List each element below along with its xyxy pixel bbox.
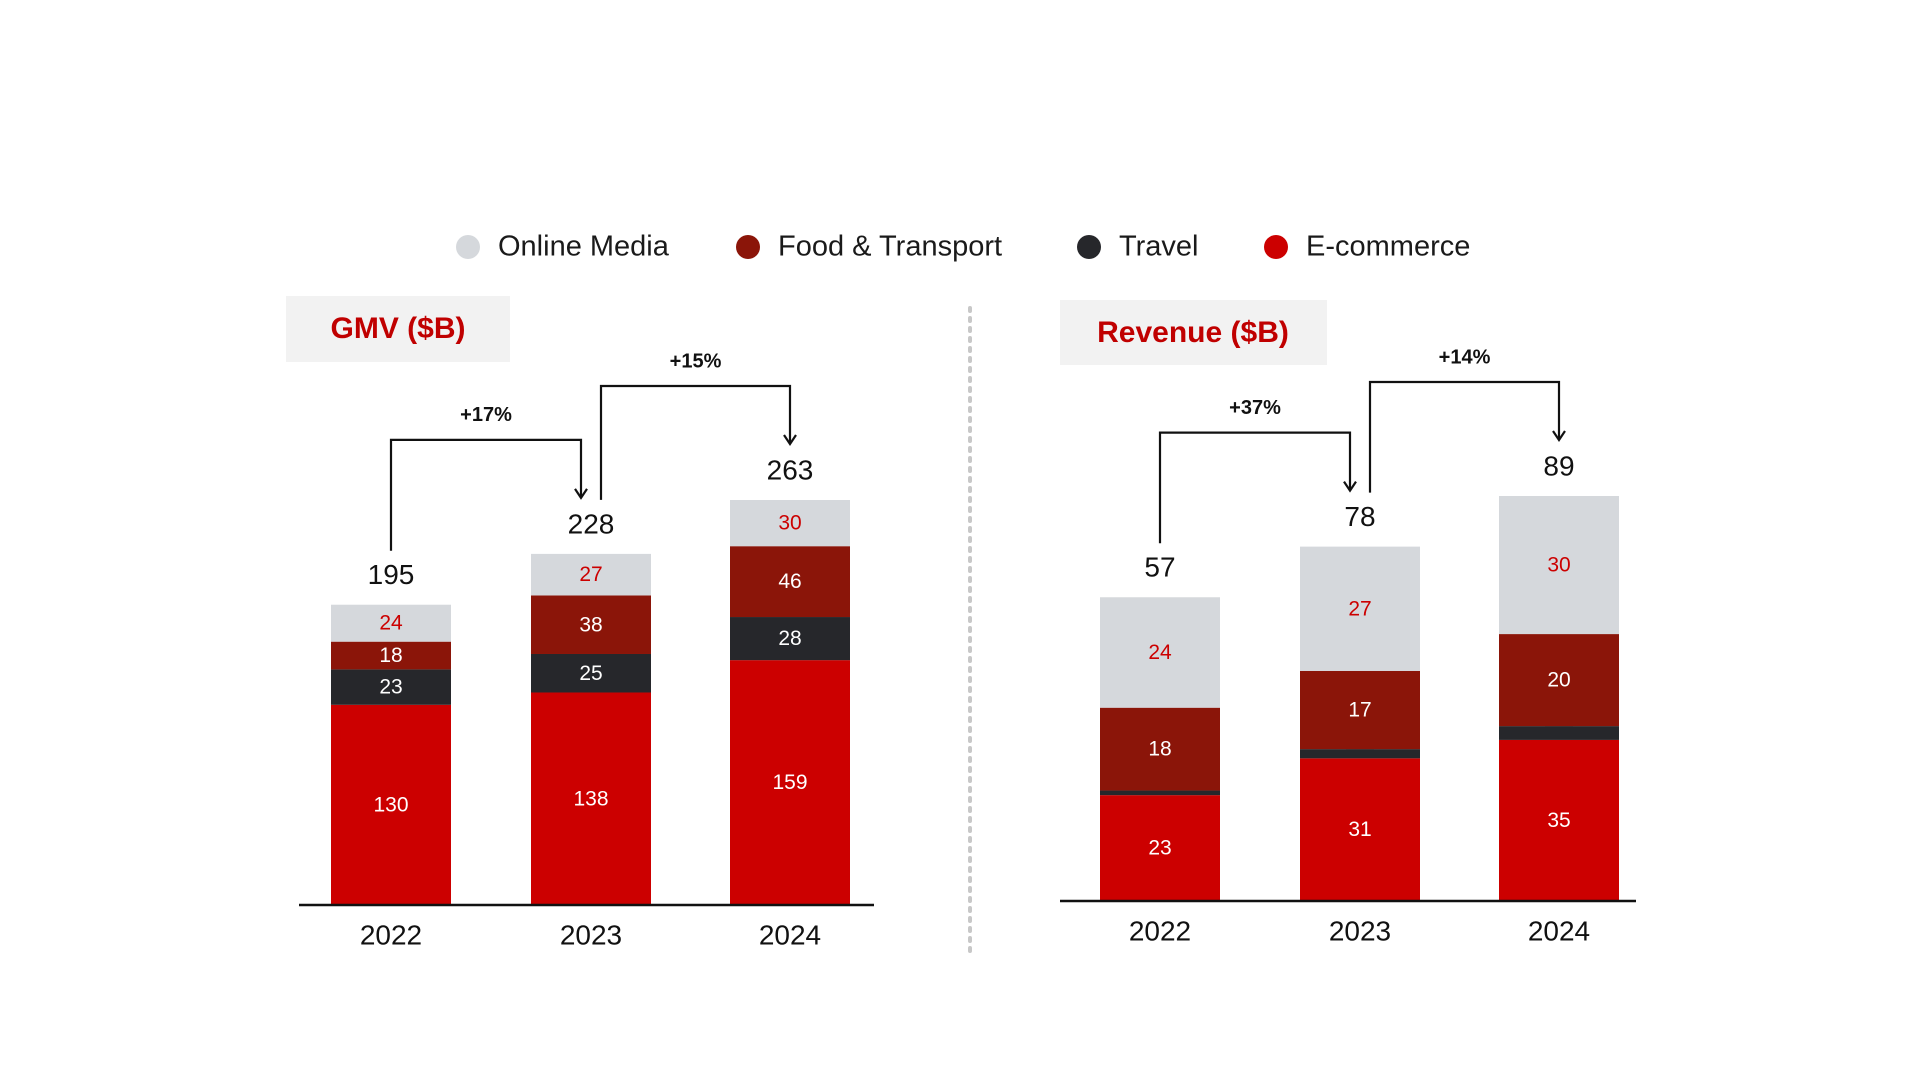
growth-arrowhead (783, 434, 797, 446)
chart-title: Revenue ($B) (1097, 316, 1289, 349)
segment-label: 23 (1148, 837, 1171, 860)
bar-segment (730, 660, 850, 905)
segment-label: 31 (1348, 818, 1371, 841)
x-tick-label: 2024 (759, 919, 821, 950)
growth-label: +15% (670, 350, 722, 372)
bar-segment (1100, 795, 1220, 901)
legend-label: Online Media (498, 231, 670, 263)
x-tick-label: 2024 (1528, 915, 1590, 946)
segment-label: 23 (379, 676, 402, 699)
bar-segment (531, 653, 651, 693)
segment-label: 35 (1547, 809, 1570, 832)
growth-bracket (599, 384, 792, 500)
segment-label: 138 (573, 787, 608, 810)
bar-segment (1300, 546, 1420, 671)
segment-label: 130 (373, 793, 408, 816)
growth-label: +37% (1229, 397, 1281, 419)
bar-segment (1300, 749, 1420, 759)
segment-label: 18 (379, 644, 402, 667)
growth-bracket (1158, 431, 1352, 544)
segment-label: 28 (778, 627, 801, 650)
title-box (1060, 300, 1327, 365)
bar-segment (730, 546, 850, 618)
bar-segment (331, 604, 451, 642)
bar-segment (1499, 739, 1619, 901)
segment-label: 20 (1547, 669, 1570, 692)
bar-segment (531, 553, 651, 596)
growth-bracket (1368, 380, 1561, 493)
total-label: 195 (368, 559, 415, 590)
x-tick-label: 2023 (1329, 915, 1391, 946)
x-tick-label: 2023 (560, 919, 622, 950)
legend-label: E-commerce (1306, 231, 1470, 263)
x-tick-label: 2022 (1129, 915, 1191, 946)
growth-arrowhead (1343, 481, 1357, 493)
bar-segment (730, 617, 850, 661)
segment-label: 46 (778, 570, 801, 593)
legend-marker (1077, 235, 1101, 259)
bar-segment (730, 500, 850, 547)
legend-marker (456, 235, 480, 259)
segment-label: 27 (579, 563, 602, 586)
growth-bracket (389, 438, 583, 551)
segment-label: 30 (1547, 554, 1570, 577)
bar-segment (1300, 670, 1420, 750)
bar-segment (1100, 597, 1220, 708)
growth-label: +17% (460, 404, 512, 426)
bar-segment (331, 704, 451, 905)
legend-label: Travel (1119, 231, 1199, 263)
bar-segment (531, 595, 651, 654)
segment-label: 24 (379, 612, 403, 635)
total-label: 263 (767, 454, 814, 485)
bar-segment (1499, 726, 1619, 740)
legend-marker (736, 235, 760, 259)
bar-segment (1300, 758, 1420, 901)
bar-segment (1100, 707, 1220, 791)
bar-segment (331, 641, 451, 670)
bar-segment (531, 692, 651, 905)
total-label: 57 (1144, 552, 1175, 583)
legend-marker (1264, 235, 1288, 259)
segment-label: 30 (778, 512, 801, 535)
segment-label: 18 (1148, 738, 1171, 761)
total-label: 228 (568, 508, 615, 539)
segment-label: 25 (579, 662, 602, 685)
segment-label: 17 (1348, 699, 1371, 722)
segment-label: 27 (1348, 597, 1371, 620)
bar-segment (1499, 496, 1619, 635)
segment-label: 38 (579, 613, 602, 636)
growth-arrowhead (1552, 430, 1566, 442)
segment-label: 24 (1148, 641, 1172, 664)
legend-label: Food & Transport (778, 231, 1002, 263)
bar-segment (1100, 790, 1220, 796)
growth-arrowhead (574, 488, 588, 500)
total-label: 78 (1344, 501, 1375, 532)
title-box (286, 296, 510, 362)
segment-label: 159 (772, 771, 807, 794)
bar-segment (331, 669, 451, 705)
x-tick-label: 2022 (360, 919, 422, 950)
chart-title: GMV ($B) (331, 312, 466, 345)
total-label: 89 (1543, 450, 1574, 481)
growth-label: +14% (1439, 346, 1491, 368)
bar-segment (1499, 634, 1619, 727)
